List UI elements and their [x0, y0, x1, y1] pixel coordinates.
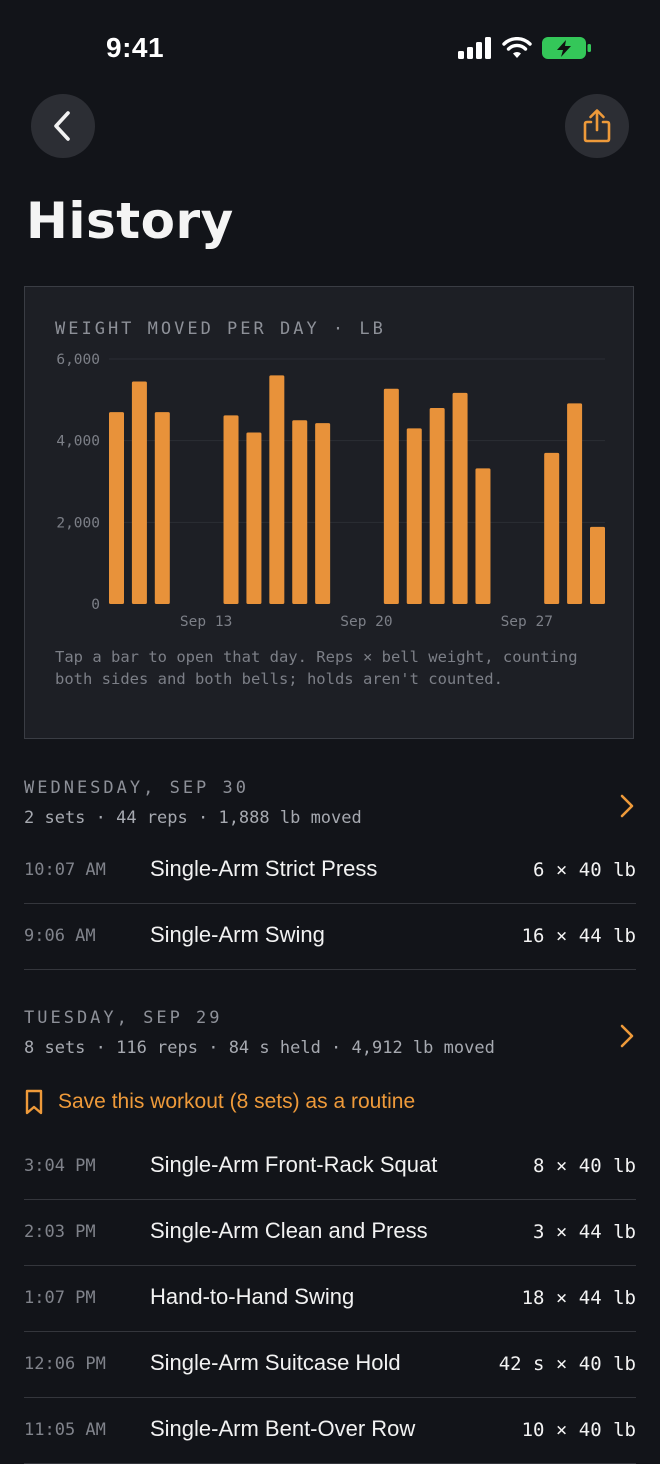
y-tick-label: 0 — [91, 597, 100, 613]
day-title: WEDNESDAY, SEP 30 — [24, 778, 249, 798]
day-header-wednesday[interactable]: WEDNESDAY, SEP 30 2 sets · 44 reps · 1,8… — [24, 778, 636, 838]
chart-bar[interactable] — [475, 468, 491, 604]
y-tick-label: 6,000 — [56, 352, 100, 368]
x-tick-label: Sep 27 — [501, 614, 553, 630]
chevron-right-icon — [620, 794, 634, 818]
day-title: TUESDAY, SEP 29 — [24, 1008, 223, 1028]
set-value: 16 × 44 lb — [521, 925, 636, 947]
status-bar: 9:41 — [0, 0, 660, 90]
set-time: 10:07 AM — [24, 860, 106, 880]
set-value: 18 × 44 lb — [521, 1287, 636, 1309]
chart-bar[interactable] — [452, 392, 468, 604]
chart-note: Tap a bar to open that day. Reps × bell … — [55, 648, 578, 688]
y-tick-label: 4,000 — [56, 434, 100, 450]
chart-bar[interactable] — [246, 432, 262, 605]
battery-charging-icon — [542, 37, 591, 59]
set-time: 9:06 AM — [24, 926, 96, 946]
save-as-routine-button[interactable]: Save this workout (8 sets) as a routine — [24, 1086, 415, 1118]
weight-bar-chart: 6,000 4,000 2,000 0 Sep 13 Sep 20 Sep 27 — [56, 352, 605, 630]
set-time: 3:04 PM — [24, 1156, 96, 1176]
exercise-name: Hand-to-Hand Swing — [150, 1284, 355, 1309]
set-value: 10 × 40 lb — [521, 1419, 636, 1441]
day-summary: 8 sets · 116 reps · 84 s held · 4,912 lb… — [24, 1038, 495, 1058]
share-icon — [583, 109, 611, 143]
cellular-signal-icon — [458, 37, 491, 59]
set-row[interactable]: 10:07 AM Single-Arm Strict Press 6 × 40 … — [24, 838, 636, 904]
set-row[interactable]: 2:03 PM Single-Arm Clean and Press 3 × 4… — [24, 1200, 636, 1266]
status-icons — [458, 36, 592, 60]
x-tick-label: Sep 20 — [340, 614, 392, 630]
back-button[interactable] — [31, 94, 95, 158]
set-row[interactable]: 3:04 PM Single-Arm Front-Rack Squat 8 × … — [24, 1134, 636, 1200]
chart-bar[interactable] — [383, 388, 399, 604]
bookmark-icon — [25, 1089, 43, 1115]
chart-bar[interactable] — [131, 381, 147, 604]
chart-bar[interactable] — [567, 403, 583, 604]
chart-bar[interactable] — [429, 408, 445, 604]
y-tick-label: 2,000 — [56, 515, 100, 531]
chart-bar[interactable] — [315, 423, 331, 604]
set-time: 11:05 AM — [24, 1420, 106, 1440]
share-button[interactable] — [565, 94, 629, 158]
x-tick-label: Sep 13 — [180, 614, 232, 630]
chart-bar[interactable] — [292, 420, 308, 604]
set-row[interactable]: 1:07 PM Hand-to-Hand Swing 18 × 44 lb — [24, 1266, 636, 1332]
page-title: History — [26, 192, 234, 250]
exercise-name: Single-Arm Front-Rack Squat — [150, 1152, 438, 1177]
weight-chart-card: WEIGHT MOVED PER DAY · LB 6,000 4,000 2,00… — [24, 286, 634, 739]
chart-bar[interactable] — [406, 428, 422, 604]
day-summary: 2 sets · 44 reps · 1,888 lb moved — [24, 808, 362, 828]
set-value: 42 s × 40 lb — [498, 1353, 636, 1375]
status-time: 9:41 — [106, 32, 165, 63]
set-row[interactable]: 11:05 AM Single-Arm Bent-Over Row 10 × 4… — [24, 1398, 636, 1464]
chart-bar[interactable] — [544, 452, 560, 604]
set-row[interactable]: 9:06 AM Single-Arm Swing 16 × 44 lb — [24, 904, 636, 970]
day-header-tuesday[interactable]: TUESDAY, SEP 29 8 sets · 116 reps · 84 s… — [24, 1008, 636, 1068]
chart-bar[interactable] — [109, 412, 124, 604]
set-value: 8 × 40 lb — [533, 1155, 636, 1177]
set-time: 2:03 PM — [24, 1222, 96, 1242]
set-value: 3 × 44 lb — [533, 1221, 636, 1243]
set-time: 12:06 PM — [24, 1354, 106, 1374]
exercise-name: Single-Arm Suitcase Hold — [150, 1350, 401, 1375]
exercise-name: Single-Arm Bent-Over Row — [150, 1416, 416, 1441]
set-time: 1:07 PM — [24, 1288, 96, 1308]
exercise-name: Single-Arm Swing — [150, 922, 325, 947]
chart-bar[interactable] — [269, 375, 285, 604]
chart-bar[interactable] — [154, 412, 170, 604]
set-value: 6 × 40 lb — [533, 859, 636, 881]
wifi-icon — [502, 37, 532, 58]
chart-bar[interactable] — [223, 415, 239, 604]
chevron-left-icon — [54, 111, 70, 141]
chart-title: WEIGHT MOVED PER DAY · LB — [55, 319, 386, 339]
save-routine-label: Save this workout (8 sets) as a routine — [58, 1090, 416, 1113]
chevron-right-icon — [620, 1024, 634, 1048]
exercise-name: Single-Arm Clean and Press — [150, 1218, 428, 1243]
chart-bar[interactable] — [590, 526, 605, 604]
exercise-name: Single-Arm Strict Press — [150, 856, 378, 881]
set-row[interactable]: 12:06 PM Single-Arm Suitcase Hold 42 s ×… — [24, 1332, 636, 1398]
